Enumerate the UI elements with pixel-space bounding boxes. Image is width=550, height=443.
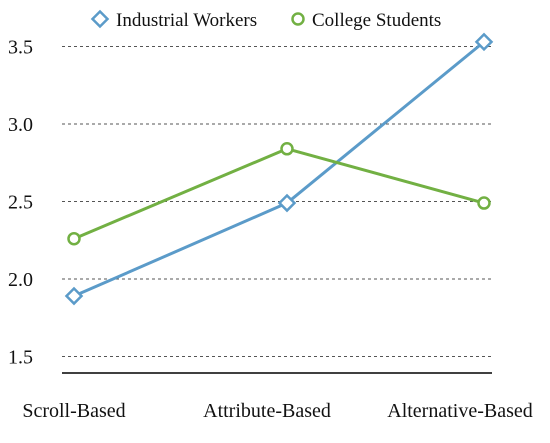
series-1 (67, 142, 491, 246)
axes: 1.5 2.0 2.5 3.0 3.5 Scroll-Based Attribute-Bas… (8, 37, 533, 423)
x-tick-label: Scroll-Based (22, 400, 125, 422)
series-0 (64, 32, 494, 306)
legend-label: Industrial Workers (116, 10, 257, 31)
legend: Industrial Workers College Students (90, 9, 441, 31)
y-tick-label: 3.0 (8, 114, 33, 136)
legend-item: College Students (291, 10, 441, 31)
x-tick-label: Alternative-Based (387, 400, 533, 422)
data-point (277, 193, 297, 213)
x-tick-label: Attribute-Based (203, 400, 331, 422)
data-point (280, 142, 294, 156)
y-tick-label: 2.5 (8, 192, 33, 214)
legend-marker (90, 9, 110, 29)
data-point (64, 286, 84, 306)
series-line (73, 40, 485, 298)
data-point (477, 196, 491, 210)
legend-item: Industrial Workers (90, 9, 257, 31)
y-tick-label: 1.5 (8, 347, 33, 369)
data-point (474, 32, 494, 52)
legend-label: College Students (312, 10, 441, 31)
y-tick-label: 2.0 (8, 269, 33, 291)
legend-marker (291, 12, 305, 26)
gridlines (62, 46, 492, 357)
data-point (67, 231, 81, 246)
series (64, 32, 494, 306)
y-tick-label: 3.5 (8, 37, 33, 59)
series-line (73, 147, 485, 241)
